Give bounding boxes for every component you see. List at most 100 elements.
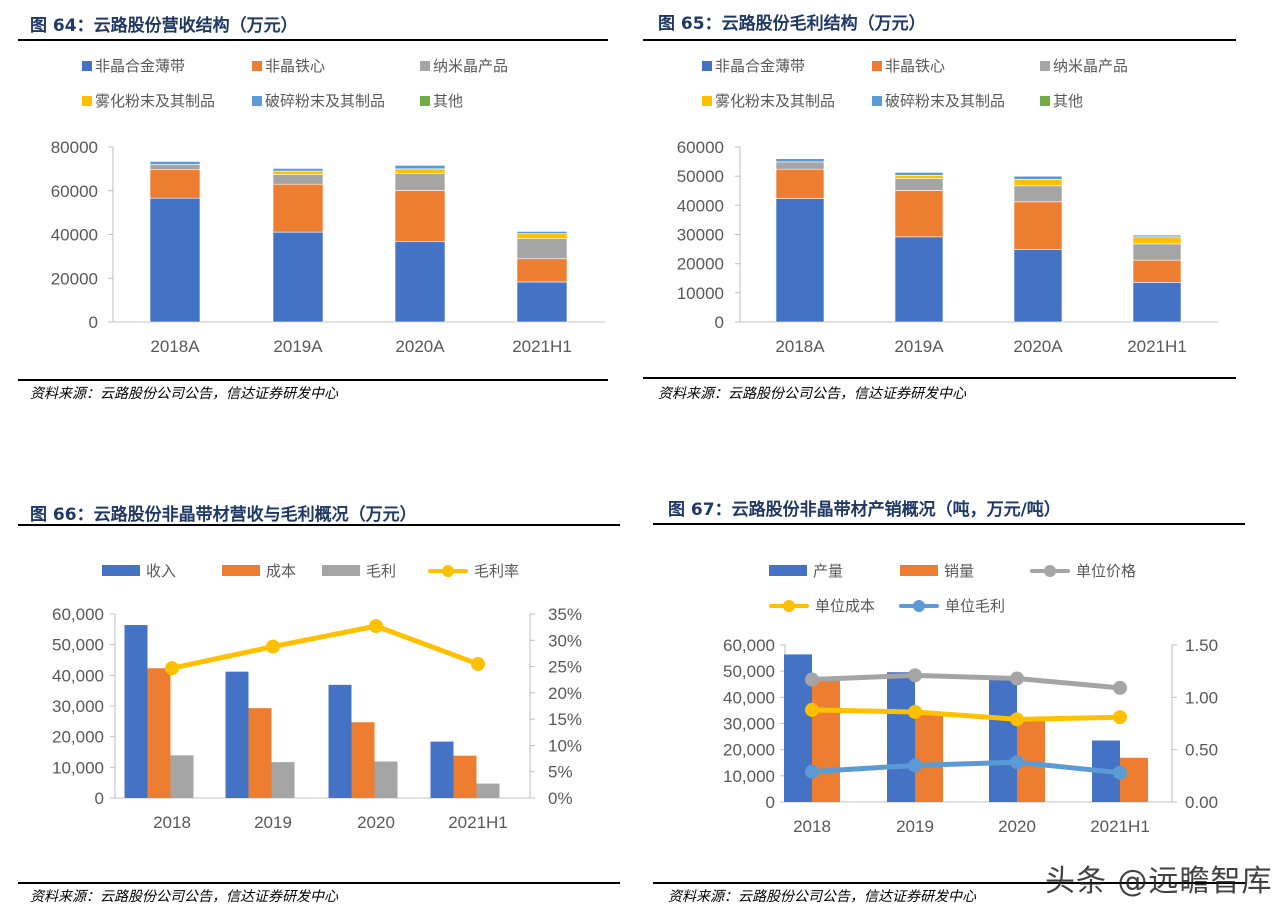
bar-0-2020A — [1013, 249, 1063, 323]
bar-2-2020A — [394, 173, 446, 191]
x-tick-label: 2019 — [254, 813, 292, 832]
x-tick-label: 2021H1 — [1127, 337, 1187, 356]
y2-tick-label: 0.00 — [1185, 793, 1218, 812]
bar-1-2018A — [775, 168, 825, 199]
y-tick-label: 60,000 — [723, 636, 775, 655]
point-毛利率-2018 — [165, 661, 179, 676]
bar-成本-2019 — [248, 708, 272, 798]
legend-item: 收入 — [102, 560, 176, 581]
bar-成本-2018 — [147, 668, 171, 798]
point-单位毛利-2020 — [1010, 755, 1024, 770]
legend-item: 纳米晶产品 — [420, 55, 508, 76]
x-tick-label: 2018A — [775, 337, 825, 356]
legend-label: 单位成本 — [815, 597, 876, 615]
legend-swatch-icon — [1040, 95, 1050, 106]
y-tick-label: 50,000 — [723, 662, 775, 681]
bar-成本-2020 — [351, 722, 375, 798]
bar-4-2020A — [394, 165, 446, 170]
point-单位价格-2018 — [805, 672, 819, 687]
y2-tick-label: 10% — [548, 736, 582, 755]
x-tick-label: 2018 — [793, 817, 831, 836]
title-rule — [643, 39, 1236, 41]
figure-66-source: 资料来源：云路股份公司公告，信达证券研发中心 — [30, 889, 338, 905]
figure-66-title: 图 66：云路股份非晶带材营收与毛利概况（万元） — [30, 505, 417, 525]
y-tick-label: 40000 — [677, 196, 724, 215]
y2-tick-label: 1.50 — [1185, 636, 1218, 655]
bar-4-2021H1 — [1132, 234, 1182, 238]
figure-65-source: 资料来源：云路股份公司公告，信达证券研发中心 — [658, 386, 966, 402]
bar-1-2019A — [272, 183, 324, 233]
y2-tick-label: 1.00 — [1185, 688, 1218, 707]
point-单位毛利-2018 — [805, 764, 819, 779]
bar-0-2020A — [394, 241, 446, 323]
legend-label: 其他 — [433, 92, 464, 110]
bar-产量-2020 — [989, 678, 1017, 802]
legend-swatch-icon — [82, 95, 92, 106]
legend-swatch-icon — [222, 565, 260, 576]
bar-销量-2021H1 — [1120, 757, 1148, 802]
bar-销量-2019 — [915, 713, 943, 802]
legend-label: 单位价格 — [1076, 562, 1137, 580]
legend-swatch-icon — [252, 95, 262, 106]
bar-收入-2019 — [225, 671, 249, 798]
watermark: 头条 @远瞻智库 — [1045, 864, 1273, 899]
legend-item: 破碎粉末及其制品 — [252, 90, 385, 111]
legend-swatch-icon — [102, 565, 140, 576]
bar-4-2021H1 — [516, 231, 568, 234]
legend-item: 单位成本 — [769, 595, 875, 616]
y-tick-label: 30000 — [677, 226, 724, 245]
y-tick-label: 60000 — [677, 138, 724, 157]
y-tick-label: 10,000 — [52, 758, 104, 777]
legend-swatch-icon — [322, 565, 360, 576]
y-tick-label: 10000 — [677, 284, 724, 303]
y-tick-label: 0 — [89, 313, 98, 332]
y-tick-label: 40,000 — [52, 666, 104, 685]
x-tick-label: 2020 — [998, 817, 1036, 836]
legend-label: 非晶合金薄带 — [95, 57, 186, 75]
legend-label: 非晶合金薄带 — [715, 57, 806, 75]
legend-swatch-icon — [420, 95, 430, 106]
bar-0-2021H1 — [1132, 282, 1182, 323]
y-tick-label: 20,000 — [723, 741, 775, 760]
x-tick-label: 2020A — [395, 337, 445, 356]
legend-item: 非晶合金薄带 — [82, 55, 185, 76]
legend-label: 破碎粉末及其制品 — [885, 92, 1006, 110]
x-tick-label: 2020 — [357, 813, 395, 832]
point-单位成本-2021H1 — [1113, 710, 1127, 725]
bar-1-2020A — [394, 190, 446, 243]
bar-0-2019A — [272, 231, 324, 323]
legend-swatch-icon — [82, 60, 92, 71]
y2-tick-label: 5% — [548, 763, 573, 782]
bar-1-2021H1 — [1132, 259, 1182, 283]
y-tick-label: 50,000 — [52, 636, 104, 655]
title-rule — [653, 523, 1245, 525]
legend-swatch-icon — [900, 565, 938, 576]
point-单位成本-2019 — [908, 704, 922, 719]
title-rule — [18, 39, 608, 41]
bar-3-2021H1 — [516, 233, 568, 239]
legend-swatch-icon — [1040, 60, 1050, 71]
bar-2-2020A — [1013, 185, 1063, 203]
legend-line-marker-icon — [769, 599, 809, 612]
legend-line-marker-icon — [1030, 564, 1070, 577]
bar-3-2020A — [1013, 179, 1063, 187]
point-单位价格-2020 — [1010, 671, 1024, 686]
legend-label: 收入 — [146, 562, 177, 580]
legend-item: 单位毛利 — [899, 595, 1005, 616]
line-单位毛利 — [811, 759, 1121, 776]
bar-收入-2021H1 — [430, 741, 454, 798]
line-单位成本 — [811, 707, 1121, 722]
x-tick-label: 2021H1 — [1090, 817, 1150, 836]
bar-3-2021H1 — [1132, 236, 1182, 245]
x-tick-label: 2018 — [153, 813, 191, 832]
legend-label: 毛利率 — [474, 562, 520, 580]
bar-1-2018A — [149, 169, 201, 199]
bar-成本-2021H1 — [453, 755, 477, 798]
legend-label: 非晶铁心 — [885, 57, 946, 75]
figure-64-source: 资料来源：云路股份公司公告，信达证券研发中心 — [30, 386, 338, 402]
legend-item: 销量 — [900, 560, 974, 581]
y-tick-label: 0 — [95, 789, 104, 808]
y-tick-label: 10,000 — [723, 767, 775, 786]
line-毛利率 — [171, 623, 479, 671]
